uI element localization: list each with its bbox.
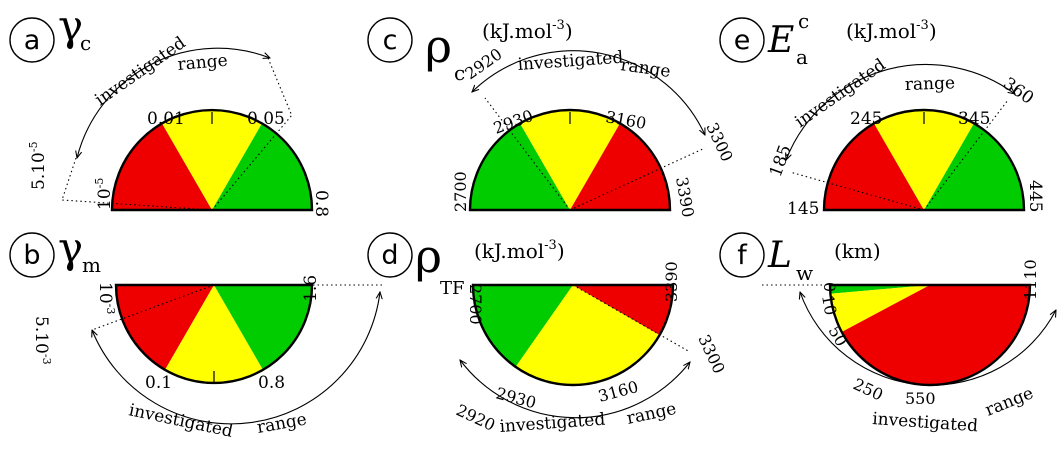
panel-f-tick-4: 550 (905, 389, 936, 408)
panel-c-range-arc (472, 50, 705, 135)
panel-c-range-high: 3300 (702, 120, 736, 165)
panel-c-range-caption-2: range (619, 55, 671, 82)
panel-f-range-caption-1: investigated (872, 409, 979, 436)
panel-c: c ρ c (kJ.mol-3) 2920 3300 investigated … (367, 17, 737, 219)
panel-b-tick-3: 1.6 (301, 275, 321, 302)
panel-f-subscript: w (796, 261, 813, 285)
panel-a-range-low: 5.10-5 (27, 141, 49, 190)
panel-d-letter: d (381, 240, 398, 271)
panel-e-high-dotted-line (923, 99, 1009, 211)
panel-b-letter: b (23, 240, 40, 271)
panel-e-subscript: a (796, 45, 808, 69)
panel-c-range-caption-1: investigated (517, 48, 624, 75)
panel-b-symbol: γ (58, 223, 83, 272)
panel-a-tick-2: 0.05 (247, 109, 285, 129)
panel-d-tick-0: 2700 (466, 284, 485, 325)
panel-f-range-arc (800, 292, 1056, 386)
panel-b-tick-2: 0.8 (258, 373, 285, 393)
panel-d-subscript: TF (440, 278, 465, 299)
panel-e-tick-1: 245 (850, 109, 882, 129)
panel-f-unit: (km) (834, 239, 881, 263)
panel-d-green-sector (473, 285, 573, 367)
panel-a-letter: a (24, 25, 41, 56)
panel-d-range-caption-2: range (625, 399, 678, 429)
panel-f-tick-1: 10 (818, 293, 840, 316)
panel-a-badge (9, 17, 55, 63)
panel-f-letter: f (737, 240, 748, 271)
panel-e-symbol: E (767, 20, 794, 61)
panel-a-tick-3: 0.8 (311, 190, 331, 217)
panel-b: b γ m 10-3 0.1 0.8 1.6 5.10-3 investigat… (9, 223, 385, 442)
panel-c-tick-0: 2700 (451, 171, 470, 212)
panel-e-tick-3: 445 (1025, 180, 1045, 212)
panel-b-range-low: 5.10-3 (31, 316, 53, 365)
panel-d-tick-3: 3390 (662, 261, 681, 302)
panel-e-tick-0: 145 (787, 199, 819, 219)
panel-c-unit: (kJ.mol-3) (482, 18, 573, 43)
panel-b-range-caption-1: investigated (127, 400, 235, 442)
panel-b-range-arc (92, 292, 380, 425)
panel-c-badge (367, 17, 413, 63)
panel-a-symbol: γ (58, 1, 83, 50)
panel-e-range-high: 360 (999, 74, 1037, 109)
panel-f-badge (719, 232, 765, 278)
panel-a-range-caption-2: range (177, 51, 229, 75)
panel-d: d ρ TF (kJ.mol-3) 2700 2930 3160 3390 33… (367, 229, 729, 437)
panel-c-letter: c (383, 25, 398, 56)
panel-d-tick-1: 2930 (494, 384, 538, 413)
panel-f-symbol: L (767, 235, 792, 276)
panel-e-range-caption-2: range (904, 73, 955, 95)
panel-c-range-low: 2920 (461, 44, 505, 83)
panel-d-unit: (kJ.mol-3) (474, 238, 565, 263)
panel-b-tick-1: 0.1 (145, 373, 172, 393)
panel-d-red-sector (573, 285, 673, 335)
panel-b-tick-0: 10-3 (95, 282, 117, 314)
panel-a-tick-0: 10-5 (93, 178, 115, 210)
panel-e-low-dotted-line (789, 171, 925, 211)
panel-e-letter: e (734, 25, 751, 56)
panel-a-range-caption-1: investigated (91, 33, 189, 110)
panel-c-subscript: c (454, 61, 465, 85)
panel-d-symbol: ρ (415, 229, 442, 283)
panel-d-range-high: 3300 (694, 332, 728, 377)
panel-a-range-arc (77, 47, 270, 158)
panel-a-high-dotted-extension (267, 57, 293, 117)
panel-f-range-caption-2: range (982, 383, 1036, 420)
panel-a-subscript: c (80, 31, 91, 55)
panel-a-tick-1: 0.01 (147, 109, 185, 129)
panel-f-tick-5: 1110 (1021, 259, 1040, 300)
panel-a-low-dotted-extension (61, 157, 77, 201)
panel-c-symbol: ρ (425, 19, 452, 73)
panel-d-range-low: 2920 (453, 400, 498, 434)
panel-a: a γ c investigated range 10-5 0.01 0.05 … (9, 1, 331, 217)
panel-e-tick-2: 345 (958, 109, 990, 129)
panel-e-range-arc (786, 64, 1015, 160)
panel-e: e E c a (kJ.mol-3) 185 360 investigated … (719, 9, 1045, 219)
panel-d-gauge-outline (471, 283, 675, 387)
panel-b-badge (9, 232, 55, 278)
panel-e-superscript: c (798, 9, 809, 33)
panel-e-range-low: 185 (766, 142, 796, 179)
panel-c-tick-3: 3390 (672, 175, 698, 218)
panel-f-tick-0: 0 (820, 282, 839, 292)
panel-b-subscript: m (82, 253, 101, 277)
panel-d-range-caption-1: investigated (499, 410, 606, 437)
panel-f: f L w (km) 0 10 50 250 550 1110 investig… (719, 232, 1056, 436)
panel-b-range-caption-2: range (255, 410, 308, 438)
panel-e-unit: (kJ.mol-3) (846, 18, 937, 43)
panel-e-badge (719, 17, 765, 63)
panel-c-low-dotted-line (484, 97, 571, 211)
panel-b-low-dotted-line (91, 284, 215, 331)
panel-f-tick-3: 250 (850, 374, 886, 404)
panel-d-badge (367, 232, 413, 278)
panel-d-range-arc (460, 360, 690, 419)
